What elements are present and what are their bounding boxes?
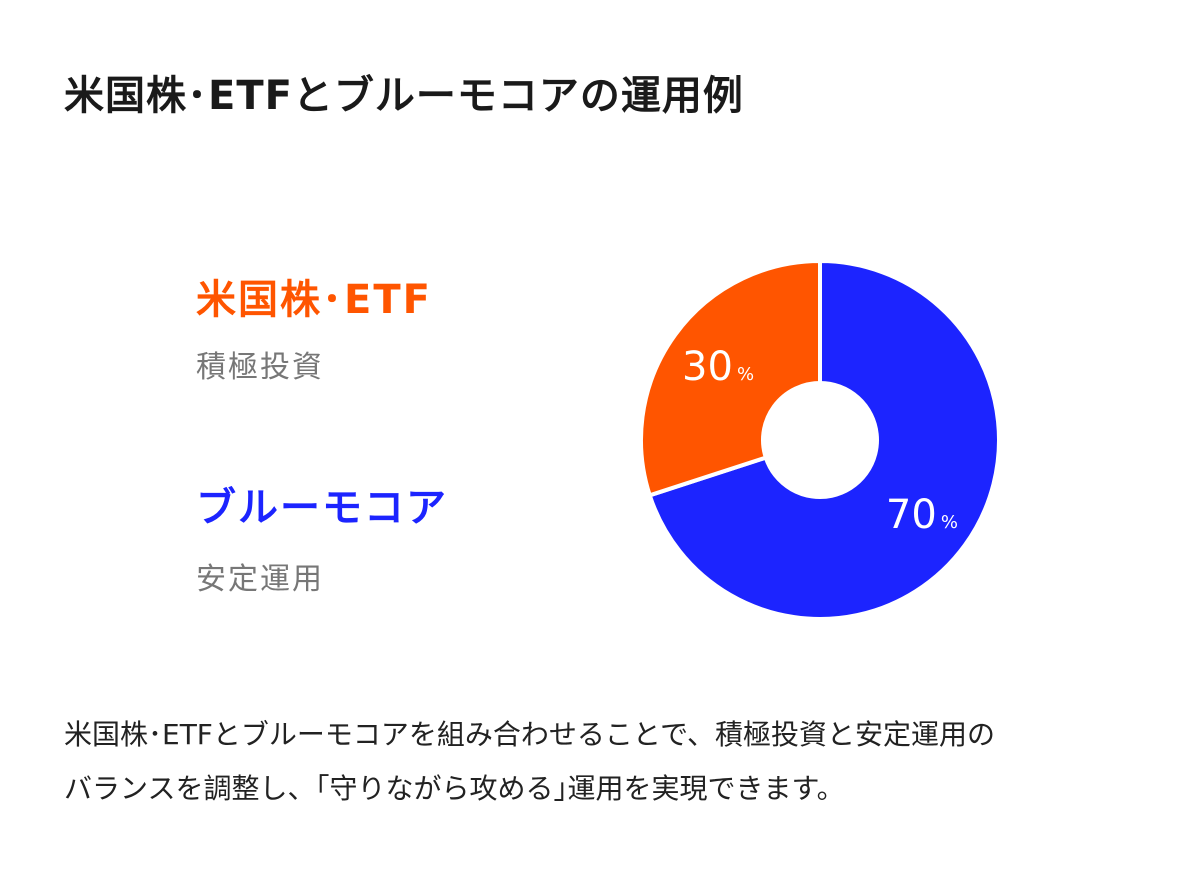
- legend-desc-us-stocks: 積極投資: [196, 350, 324, 385]
- legend-item-us-stocks: 米国株･ETF 積極投資: [196, 276, 432, 386]
- donut-slice-blumo-core: [647, 259, 1001, 621]
- donut-chart: 70% 30%: [620, 240, 1020, 640]
- legend-desc-blumo-core: 安定運用: [196, 562, 324, 597]
- page-title: 米国株･ETFとブルーモコアの運用例: [64, 73, 744, 119]
- donut-label-blumo-core: 70%: [886, 492, 958, 538]
- description-line-1: 米国株･ETFとブルーモコアを組み合わせることで、積極投資と安定運用の: [64, 718, 995, 751]
- donut-slice-us-stocks: [639, 259, 822, 498]
- description-text: 米国株･ETFとブルーモコアを組み合わせることで、積極投資と安定運用の バランス…: [64, 708, 1144, 816]
- donut-label-us-stocks: 30%: [682, 344, 754, 390]
- legend-label-blumo-core: ブルーモコア: [196, 485, 448, 531]
- legend-item-blumo-core: ブルーモコア 安定運用: [196, 484, 448, 598]
- description-line-2: バランスを調整し、｢守りながら攻める｣運用を実現できます。: [64, 772, 845, 805]
- legend-label-us-stocks: 米国株･ETF: [196, 277, 432, 323]
- donut-chart-svg: 70 % 30%: [639, 259, 1001, 621]
